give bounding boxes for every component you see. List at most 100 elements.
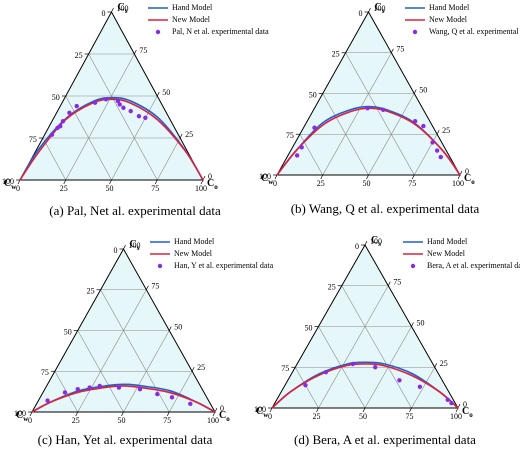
tick-mark <box>316 407 319 413</box>
data-point <box>434 148 440 153</box>
tick-mark <box>156 91 160 97</box>
axis-label: Cw <box>256 406 269 418</box>
data-point <box>417 384 423 390</box>
data-point <box>438 154 443 160</box>
tick-mark <box>75 411 79 417</box>
tick-label: 100 <box>2 177 14 186</box>
data-point <box>397 378 402 383</box>
tick-label: 25 <box>332 50 340 59</box>
data-point <box>117 102 122 107</box>
tick-mark <box>455 407 459 413</box>
tick-label: 0 <box>268 412 272 421</box>
legend-label: Bera, A et al. experimental data <box>427 261 520 270</box>
tick-label: 0 <box>220 404 224 413</box>
tick-label: 75 <box>406 412 414 421</box>
data-point <box>136 113 142 119</box>
tick-mark <box>413 89 417 94</box>
tick-mark <box>269 407 273 413</box>
data-point <box>299 145 304 150</box>
grid-line <box>411 367 436 409</box>
tick-mark <box>411 174 415 180</box>
tick-label: 100 <box>254 405 266 414</box>
tick-mark <box>154 179 158 185</box>
tick-label: 0 <box>273 179 277 188</box>
tick-mark <box>368 7 371 13</box>
tick-label: 0 <box>102 9 106 18</box>
tick-mark <box>191 367 195 372</box>
data-point <box>103 97 109 102</box>
data-point <box>74 103 79 109</box>
grid-line <box>100 289 170 413</box>
tick-mark <box>411 322 414 327</box>
tick-mark <box>436 130 440 135</box>
data-point <box>350 361 356 367</box>
data-point <box>49 132 55 137</box>
tick-label: 100 <box>195 184 207 193</box>
tick-label: 75 <box>163 416 171 425</box>
data-point <box>128 108 133 114</box>
triangle-frame <box>19 10 204 181</box>
legend-label: New Model <box>429 15 468 24</box>
grid-line <box>65 95 112 181</box>
legend-label: Hand Model <box>172 3 213 12</box>
grid-line <box>77 289 147 413</box>
model-curve <box>19 98 204 181</box>
data-point <box>87 385 92 390</box>
legend-label: Hand Model <box>174 237 215 246</box>
tick-mark <box>274 174 278 180</box>
axis-label: Cw <box>261 173 274 185</box>
data-point <box>58 124 63 129</box>
tick-mark <box>362 407 366 413</box>
grid-line <box>294 367 319 409</box>
tick-label: 50 <box>309 90 317 99</box>
grid-line <box>322 52 392 176</box>
tick-mark <box>457 174 461 180</box>
tick-label: 25 <box>75 51 83 60</box>
tick-label: 0 <box>28 416 32 425</box>
axis-label: Co <box>207 178 218 190</box>
tick-label: 25 <box>60 184 68 193</box>
data-point <box>449 400 454 406</box>
axis-label: Cw <box>4 178 17 190</box>
data-point <box>380 107 386 113</box>
tick-label: 25 <box>317 179 325 188</box>
tick-mark <box>387 281 391 286</box>
model-curve <box>31 385 216 413</box>
legend-label: New Model <box>427 249 466 258</box>
tick-label: 100 <box>450 412 462 421</box>
tick-label: 50 <box>417 318 425 327</box>
data-point <box>294 153 300 158</box>
data-point <box>430 140 435 145</box>
data-point <box>365 105 370 111</box>
grid-line <box>168 371 193 413</box>
tick-label: 100 <box>259 172 271 181</box>
tick-label: 50 <box>174 322 182 331</box>
tick-mark <box>364 240 368 246</box>
grid-line <box>322 93 369 176</box>
grid-line <box>345 52 415 176</box>
tick-mark <box>134 49 137 55</box>
tick-label: 50 <box>305 323 313 332</box>
data-point <box>97 383 102 389</box>
data-point <box>116 385 122 390</box>
triangle-frame <box>31 247 216 413</box>
tick-mark <box>434 363 438 368</box>
data-point <box>45 398 50 403</box>
axis-label: Co <box>464 173 475 185</box>
tick-label: 25 <box>197 363 205 372</box>
data-point <box>312 125 317 130</box>
grid-line <box>77 330 124 413</box>
caption: (c) Han, Yet al. experimental data <box>38 432 213 447</box>
data-point <box>421 123 426 129</box>
tick-label: 25 <box>440 359 448 368</box>
legend-label: New Model <box>172 15 211 24</box>
grid-line <box>88 53 158 181</box>
grid-line <box>111 95 158 181</box>
grid-line <box>318 285 389 409</box>
data-point <box>137 386 143 392</box>
tick-mark <box>212 411 216 417</box>
axis-label: Cs <box>130 239 140 251</box>
data-point <box>323 369 329 375</box>
tick-mark <box>121 411 124 417</box>
data-point <box>121 105 126 110</box>
